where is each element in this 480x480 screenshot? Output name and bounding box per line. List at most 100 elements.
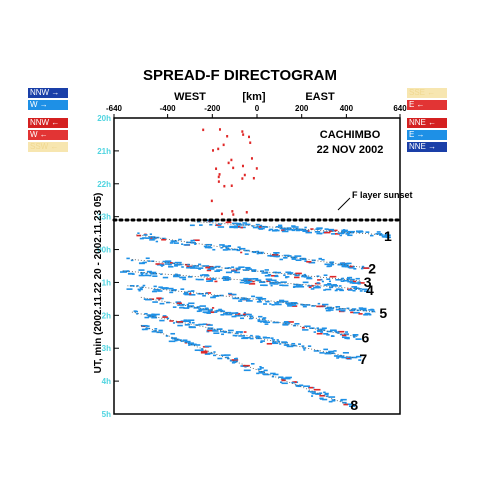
echo-point (219, 330, 227, 333)
echo-point (352, 282, 359, 284)
echo-point (184, 263, 190, 266)
echo-point (306, 261, 312, 263)
echo-point (328, 306, 333, 309)
echo-point (244, 282, 251, 284)
echo-point (217, 226, 225, 228)
echo-point (327, 228, 335, 231)
echo-point (204, 307, 209, 310)
echo-point (230, 184, 233, 187)
echo-point (231, 361, 236, 364)
echo-point (136, 234, 142, 237)
echo-point (177, 324, 183, 327)
echo-point (251, 270, 257, 272)
echo-point (283, 321, 289, 323)
echo-point (145, 272, 148, 275)
echo-point (328, 350, 334, 353)
echo-point (249, 141, 252, 144)
echo-point (361, 265, 365, 268)
echo-point (183, 244, 190, 246)
echo-point (279, 227, 287, 230)
echo-point (295, 285, 301, 287)
echo-point (291, 304, 297, 307)
echo-point (368, 313, 372, 316)
echo-point (231, 222, 238, 225)
y-axis-label: UT, min (2002.11.22 20 - 2002.11.23 05) (93, 193, 104, 374)
echo-point (337, 330, 345, 333)
echo-point (336, 357, 340, 359)
echo-point (311, 305, 316, 307)
echo-point (302, 305, 307, 308)
echo-point (172, 306, 177, 308)
echo-point (225, 221, 232, 224)
echo-point (250, 157, 253, 160)
echo-point (362, 288, 368, 291)
echo-point (354, 288, 358, 291)
echo-point (156, 331, 163, 334)
echo-point (258, 299, 262, 302)
echo-point (204, 246, 210, 249)
echo-point (270, 372, 276, 375)
echo-point (295, 229, 300, 232)
echo-point (177, 304, 185, 306)
echo-point (196, 306, 201, 308)
echo-point (316, 332, 323, 335)
echo-point (342, 279, 348, 282)
echo-point (244, 253, 249, 255)
echo-point (265, 300, 270, 303)
echo-point (141, 328, 145, 331)
echo-point (164, 263, 171, 265)
echo-point (295, 272, 302, 275)
echo-point (304, 260, 308, 262)
echo-point (220, 212, 223, 216)
echo-point (337, 263, 343, 266)
echo-point (206, 269, 212, 272)
echo-point (263, 321, 271, 323)
echo-point (180, 276, 186, 279)
echo-point (347, 356, 351, 359)
echo-point (274, 275, 279, 278)
echo-point (334, 289, 338, 292)
echo-point (142, 237, 147, 239)
echo-point (337, 232, 345, 234)
echo-point (223, 184, 226, 188)
echo-point (139, 287, 143, 289)
echo-point (202, 323, 208, 325)
echo-point (306, 277, 313, 280)
echo-point (311, 392, 317, 395)
echo-point (229, 226, 235, 229)
echo-point (199, 224, 203, 226)
y-tick-label: 5h (102, 410, 111, 419)
echo-point (174, 261, 182, 264)
echo-point (305, 231, 312, 234)
echo-point (217, 309, 221, 312)
echo-point (149, 236, 156, 238)
track-line (131, 259, 360, 282)
echo-point (159, 319, 165, 322)
echo-point (186, 266, 192, 269)
echo-point (358, 231, 361, 234)
echo-point (271, 253, 279, 256)
echo-point (346, 262, 352, 265)
echo-point (257, 320, 264, 323)
echo-point (235, 332, 239, 334)
echo-point (285, 271, 292, 274)
echo-point (186, 303, 190, 306)
echo-point (126, 288, 133, 290)
echo-point (262, 284, 268, 287)
echo-point (237, 246, 241, 249)
echo-point (335, 331, 340, 333)
echo-point (275, 226, 283, 228)
echo-point (326, 334, 330, 336)
echo-point (307, 345, 312, 347)
echo-point (131, 273, 135, 275)
echo-point (211, 307, 215, 309)
echo-point (170, 332, 176, 335)
echo-point (228, 277, 231, 279)
echo-point (232, 166, 235, 170)
echo-point (321, 280, 324, 283)
echo-point (189, 224, 195, 227)
echo-point (292, 226, 299, 228)
echo-point (301, 326, 305, 329)
echo-point (247, 278, 255, 280)
echo-point (340, 399, 343, 402)
